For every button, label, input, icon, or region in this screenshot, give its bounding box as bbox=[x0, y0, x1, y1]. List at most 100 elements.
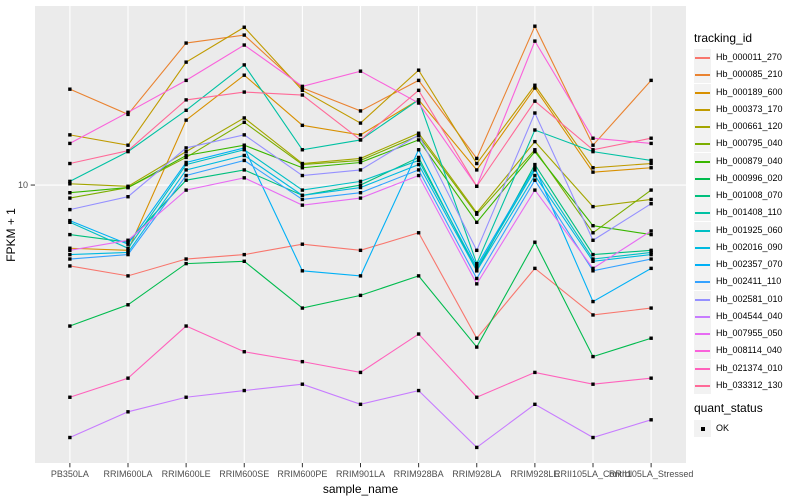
data-point bbox=[649, 257, 653, 261]
data-point bbox=[300, 359, 305, 364]
data-point bbox=[416, 133, 421, 137]
data-point bbox=[416, 101, 421, 105]
data-point bbox=[416, 168, 421, 172]
data-point bbox=[649, 158, 653, 163]
data-point bbox=[242, 63, 246, 67]
data-point bbox=[358, 121, 363, 125]
data-point bbox=[591, 252, 595, 257]
y-axis-title: FPKM + 1 bbox=[4, 208, 18, 262]
data-point bbox=[533, 173, 537, 178]
data-point bbox=[126, 110, 130, 115]
data-point bbox=[591, 136, 595, 140]
data-point bbox=[649, 161, 653, 166]
data-point bbox=[126, 185, 130, 190]
x-tick-label: RRIM901LA bbox=[336, 469, 385, 479]
data-point bbox=[242, 120, 246, 125]
data-point bbox=[126, 242, 130, 246]
data-point bbox=[68, 435, 72, 440]
data-point bbox=[126, 250, 130, 255]
data-point bbox=[591, 354, 595, 359]
data-point bbox=[300, 197, 305, 202]
data-point bbox=[533, 188, 537, 192]
x-tick-label: RRIM600PE bbox=[277, 469, 327, 479]
data-point bbox=[242, 116, 246, 120]
data-point bbox=[68, 182, 72, 186]
data-point bbox=[591, 149, 595, 154]
data-point bbox=[475, 345, 479, 349]
data-point bbox=[649, 248, 653, 253]
data-point bbox=[358, 196, 363, 200]
data-point bbox=[184, 162, 188, 167]
data-point bbox=[416, 274, 421, 278]
data-point bbox=[533, 139, 537, 144]
data-point bbox=[184, 160, 188, 165]
data-point bbox=[300, 306, 305, 310]
data-point bbox=[300, 123, 305, 128]
data-point bbox=[416, 68, 421, 72]
data-point bbox=[300, 162, 305, 167]
data-point bbox=[649, 141, 653, 146]
data-point bbox=[184, 118, 188, 122]
data-point bbox=[358, 293, 363, 298]
data-point bbox=[300, 242, 305, 246]
data-point bbox=[126, 238, 130, 242]
data-point bbox=[184, 173, 188, 178]
data-point bbox=[242, 153, 246, 158]
data-point bbox=[126, 410, 130, 414]
x-tick-label: RRIM928BA bbox=[394, 469, 444, 479]
data-point bbox=[475, 168, 479, 172]
data-point bbox=[533, 149, 537, 154]
data-point bbox=[358, 168, 363, 172]
data-point bbox=[184, 155, 188, 160]
data-point bbox=[126, 376, 130, 380]
data-point bbox=[649, 232, 653, 237]
data-point bbox=[533, 83, 537, 87]
data-point bbox=[533, 128, 537, 132]
data-point bbox=[68, 232, 72, 237]
data-point bbox=[68, 264, 72, 268]
data-point bbox=[358, 138, 363, 142]
data-point bbox=[242, 133, 246, 137]
data-point bbox=[533, 162, 537, 167]
data-point bbox=[184, 168, 188, 172]
data-point bbox=[184, 153, 188, 158]
data-point bbox=[649, 418, 653, 422]
data-point bbox=[358, 183, 363, 187]
data-point bbox=[533, 178, 537, 182]
data-point bbox=[649, 136, 653, 140]
data-point bbox=[242, 176, 246, 180]
data-point bbox=[126, 143, 130, 147]
data-point bbox=[126, 112, 130, 117]
data-point bbox=[358, 160, 363, 165]
data-point bbox=[184, 178, 188, 182]
data-point bbox=[416, 88, 421, 93]
data-point bbox=[242, 33, 246, 37]
data-point bbox=[649, 250, 653, 255]
data-point bbox=[68, 179, 72, 184]
data-point bbox=[68, 87, 72, 91]
data-point bbox=[649, 188, 653, 192]
data-point bbox=[649, 252, 653, 257]
data-point bbox=[300, 148, 305, 152]
data-point bbox=[649, 78, 653, 83]
data-point bbox=[68, 141, 72, 146]
data-point bbox=[358, 69, 363, 73]
data-point bbox=[242, 146, 246, 150]
data-point bbox=[242, 43, 246, 47]
data-point bbox=[300, 188, 305, 192]
data-point bbox=[242, 25, 246, 29]
data-point bbox=[242, 259, 246, 263]
data-point bbox=[533, 86, 537, 90]
data-point bbox=[475, 395, 479, 399]
data-point bbox=[533, 266, 537, 271]
data-point bbox=[591, 204, 595, 209]
data-point bbox=[475, 336, 479, 340]
data-point bbox=[416, 148, 421, 152]
data-point bbox=[184, 324, 188, 328]
data-point bbox=[68, 252, 72, 257]
data-point bbox=[242, 148, 246, 152]
data-point bbox=[649, 336, 653, 340]
data-point bbox=[126, 274, 130, 278]
data-point bbox=[126, 148, 130, 153]
